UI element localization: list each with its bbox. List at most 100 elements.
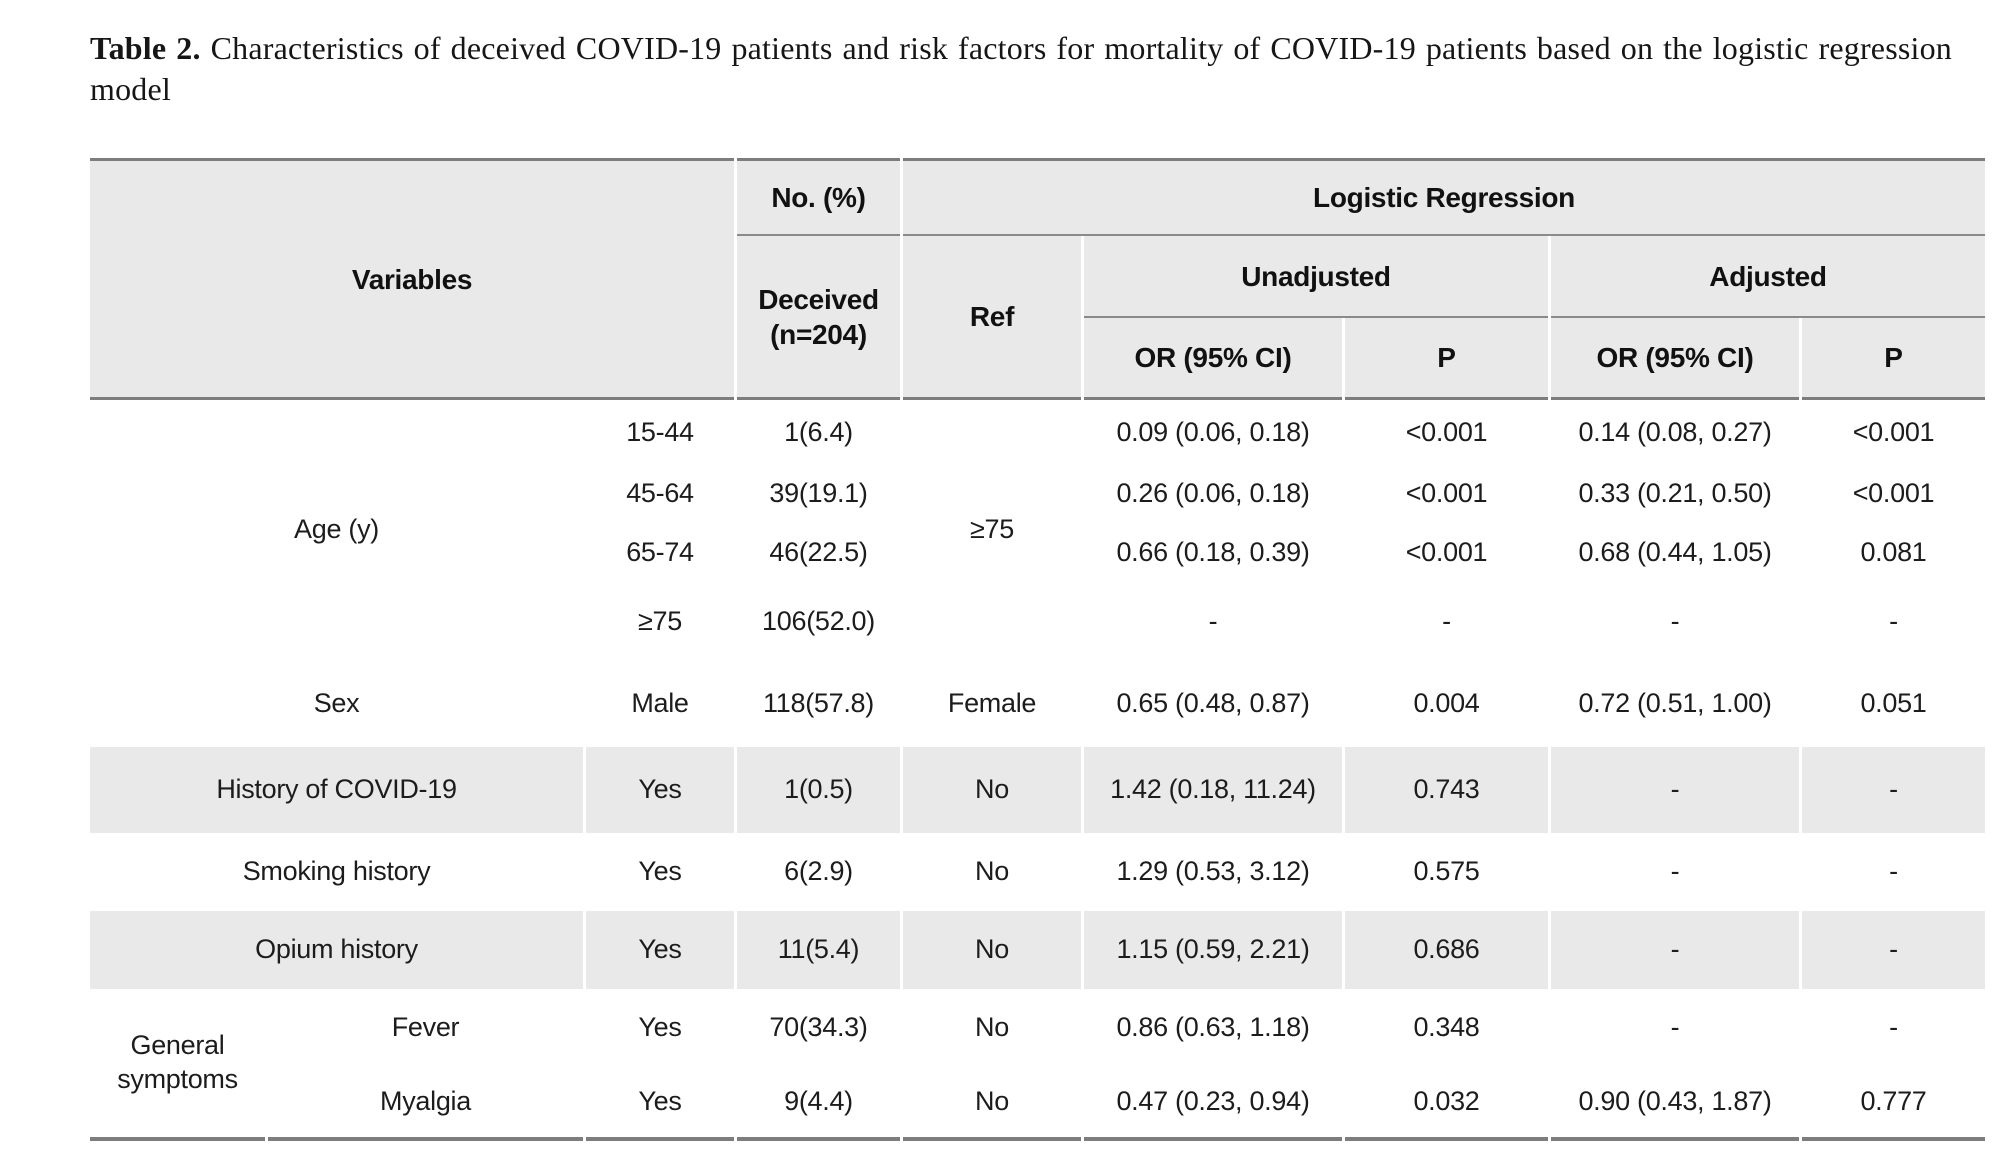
table-row: 45-64 39(19.1) 0.26 (0.06, 0.18) <0.001 … [90,465,1985,523]
cell-or-unadjusted: 0.09 (0.06, 0.18) [1116,416,1310,447]
cell-ref: ≥75 [970,514,1014,545]
table-row: Opium history Yes 11(5.4) No 1.15 (0.59,… [90,911,1985,989]
cell-p-adjusted: - [1889,856,1898,887]
cell-or-unadjusted: 0.66 (0.18, 0.39) [1116,537,1310,568]
cell-group: Opium history [90,911,583,989]
adjusted-header: Adjusted [1551,236,1985,318]
cell-count: 106(52.0) [762,605,875,636]
no-pct-header: No. (%) [737,158,900,236]
cell-category: 65-74 [626,537,694,568]
cell-category: Yes [586,747,734,833]
cell-category: 15-44 [626,416,694,447]
cell-group: Age (y) [294,514,379,545]
cell-category: Yes [586,1067,734,1141]
cell-or-unadjusted: 0.47 (0.23, 0.94) [1084,1067,1342,1141]
cell-or-adjusted: 0.68 (0.44, 1.05) [1578,537,1772,568]
cell-count: 11(5.4) [737,911,900,989]
cell-ref: Female [947,687,1037,718]
cell-p-adjusted: - [1802,747,1985,833]
cell-or-unadjusted: 0.26 (0.06, 0.18) [1116,478,1310,509]
cell-p-unadjusted: <0.001 [1405,537,1488,568]
variables-header: Variables [90,158,734,400]
cell-category: ≥75 [638,605,682,636]
table-caption-text: Characteristics of deceived COVID-19 pat… [90,30,1952,107]
cell-or-adjusted: - [1670,605,1680,636]
cell-or-adjusted: - [1551,911,1799,989]
cell-p-adjusted: - [1889,1012,1898,1043]
cell-or-adjusted: - [1670,1012,1680,1043]
cell-or-adjusted: 0.33 (0.21, 0.50) [1578,478,1772,509]
cell-p-unadjusted: 0.575 [1413,856,1480,887]
cell-count: 6(2.9) [784,856,853,887]
cell-p-adjusted: - [1802,911,1985,989]
cell-category: 45-64 [626,478,694,509]
table-row: Smoking history Yes 6(2.9) No 1.29 (0.53… [90,833,1985,911]
cell-category: Male [631,687,689,718]
cell-or-adjusted: 0.14 (0.08, 0.27) [1578,416,1772,447]
cell-p-unadjusted: <0.001 [1405,478,1488,509]
cell-p-unadjusted: 0.004 [1413,687,1480,718]
cell-ref: No [975,1012,1009,1043]
cell-category: Yes [586,911,734,989]
cell-or-unadjusted: 0.86 (0.63, 1.18) [1116,1012,1310,1043]
cell-ref: No [903,1067,1081,1141]
cell-p-adjusted: <0.001 [1852,416,1935,447]
table-row: Age (y) 15-44 1(6.4) ≥75 0.09 (0.06, 0.1… [90,400,1985,545]
table-row: ≥75 106(52.0) - - - - [90,583,1985,660]
cell-count: 46(22.5) [769,537,868,568]
unadjusted-header: Unadjusted [1084,236,1548,318]
cell-group: History of COVID-19 [90,747,583,833]
cell-or-unadjusted: 0.65 (0.48, 0.87) [1116,687,1310,718]
results-table: Variables No. (%) Logistic Regression De… [87,158,1988,1141]
cell-or-adjusted: 0.90 (0.43, 1.87) [1551,1067,1799,1141]
table-row: Myalgia Yes 9(4.4) No 0.47 (0.23, 0.94) … [90,1067,1985,1141]
table-number: Table 2. [90,30,201,66]
cell-p-unadjusted: - [1442,605,1451,636]
deceived-header: Deceived (n=204) [737,236,900,400]
cell-p-unadjusted: <0.001 [1405,416,1488,447]
cell-ref: No [975,856,1009,887]
cell-count: 39(19.1) [769,478,868,509]
cell-count: 118(57.8) [763,687,874,718]
cell-p-unadjusted: 0.348 [1413,1012,1480,1043]
ref-header: Ref [903,236,1081,400]
cell-group: General symptoms [90,989,265,1141]
cell-or-adjusted: - [1670,856,1680,887]
table-row: 65-74 46(22.5) 0.66 (0.18, 0.39) <0.001 … [90,523,1985,583]
cell-category: Yes [638,1012,682,1043]
cell-p-adjusted: - [1889,605,1898,636]
deceived-header-line1: Deceived [758,283,879,315]
cell-count: 9(4.4) [737,1067,900,1141]
or-ci-unadjusted-header: OR (95% CI) [1084,318,1342,400]
cell-count: 70(34.3) [769,1012,868,1043]
cell-or-unadjusted: - [1208,605,1218,636]
logistic-regression-header: Logistic Regression [903,158,1985,236]
cell-ref: No [903,747,1081,833]
cell-p-unadjusted: 0.686 [1345,911,1548,989]
cell-category: Yes [638,856,682,887]
cell-count: 1(0.5) [737,747,900,833]
cell-ref: No [903,911,1081,989]
cell-p-unadjusted: 0.032 [1345,1067,1548,1141]
table-row: Sex Male 118(57.8) Female 0.65 (0.48, 0.… [90,660,1985,747]
cell-variable-name: Fever [391,1012,460,1043]
cell-p-adjusted: 0.081 [1860,537,1927,568]
header-row-3: OR (95% CI) P OR (95% CI) P [90,318,1985,400]
p-unadjusted-header: P [1345,318,1548,400]
cell-p-adjusted: 0.777 [1802,1067,1985,1141]
cell-p-unadjusted: 0.743 [1345,747,1548,833]
cell-or-unadjusted: 1.15 (0.59, 2.21) [1084,911,1342,989]
cell-p-adjusted: 0.051 [1860,687,1927,718]
table-row: History of COVID-19 Yes 1(0.5) No 1.42 (… [90,747,1985,833]
table-caption: Table 2. Characteristics of deceived COV… [90,28,1952,110]
header-row-2: Deceived (n=204) Ref Unadjusted Adjusted [90,236,1985,400]
cell-or-unadjusted: 1.29 (0.53, 3.12) [1116,856,1310,887]
cell-group: Sex [313,687,360,718]
cell-variable-name: Myalgia [268,1067,583,1141]
cell-count: 1(6.4) [784,416,853,447]
table-row: General symptoms Fever Yes 70(34.3) No 0… [90,989,1985,1141]
cell-group: Smoking history [242,856,431,887]
cell-or-unadjusted: 1.42 (0.18, 11.24) [1084,747,1342,833]
or-ci-adjusted-header: OR (95% CI) [1551,318,1799,400]
